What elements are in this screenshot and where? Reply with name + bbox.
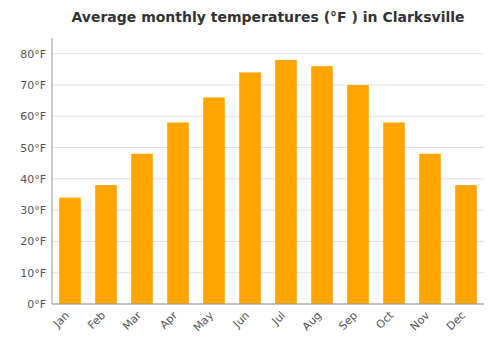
bars [59, 60, 477, 304]
x-tick-label: Sep [336, 309, 360, 333]
y-axis-labels: 0°F 10°F 20°F 30°F 40°F 50°F 60°F 70°F 80°F [20, 48, 46, 311]
y-tick-label: 10°F [20, 267, 46, 280]
bar [95, 185, 117, 304]
bar [311, 66, 333, 304]
bar [203, 97, 225, 304]
y-grid [52, 54, 484, 304]
x-tick-label: Dec [444, 309, 468, 333]
y-tick-label: 70°F [20, 79, 46, 92]
bar [239, 72, 261, 304]
y-tick-label: 80°F [20, 48, 46, 61]
y-tick-label: 20°F [20, 235, 46, 248]
y-tick-label: 60°F [20, 110, 46, 123]
x-tick-label: Jan [50, 309, 72, 331]
bar [167, 122, 189, 304]
bar [383, 122, 405, 304]
title: Average monthly temperatures (°F ) in Cl… [71, 9, 464, 25]
chart-container: Average monthly temperatures (°F ) in Cl… [0, 0, 500, 350]
x-tick-label: Oct [373, 308, 396, 331]
x-tick-label: Aug [300, 309, 324, 333]
y-axis-line [52, 38, 53, 304]
x-tick-label: Jul [269, 309, 288, 328]
bar [347, 85, 369, 304]
bar [455, 185, 477, 304]
x-tick-label: Feb [85, 309, 108, 332]
x-tick-label: Nov [408, 309, 433, 334]
grid-line [52, 147, 484, 148]
grid-line [52, 116, 484, 117]
y-tick-label: 50°F [20, 142, 46, 155]
y-tick-label: 0°F [27, 298, 46, 311]
x-tick-label: Mar [120, 309, 144, 333]
x-tick-label: Jun [230, 309, 252, 331]
x-tick-label: May [191, 309, 217, 335]
x-axis-labels: Jan Feb Mar Apr May Jun Jul Aug Sep Oct Nov Dec [50, 308, 468, 334]
y-tick-label: 30°F [20, 204, 46, 217]
bar [275, 60, 297, 304]
bar [59, 198, 81, 304]
grid-line [52, 84, 484, 85]
chart-svg: Average monthly temperatures (°F ) in Cl… [0, 0, 500, 350]
grid-line [52, 53, 484, 54]
x-tick-label: Apr [157, 309, 180, 332]
x-axis-line [52, 304, 484, 305]
grid-line [52, 304, 484, 305]
page: {"chart_data": {"type": "bar", "title": … [0, 0, 500, 350]
bar [131, 154, 153, 304]
y-tick-label: 40°F [20, 173, 46, 186]
bar [419, 154, 441, 304]
